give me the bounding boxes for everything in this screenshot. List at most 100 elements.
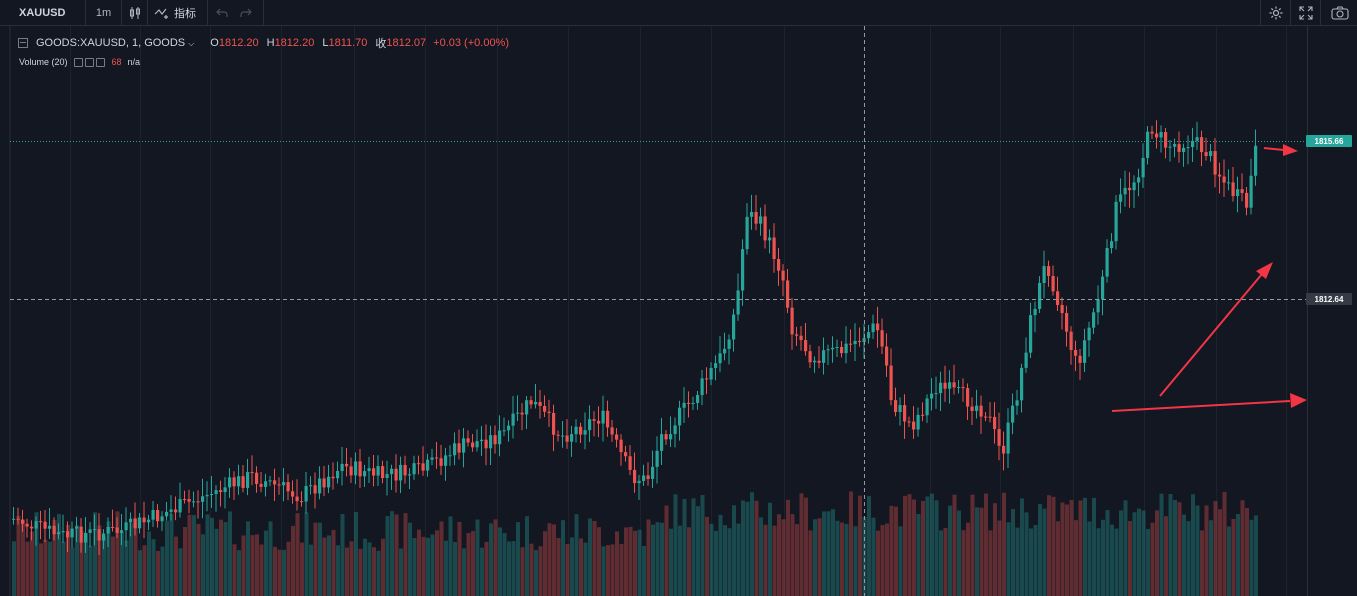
candle-body bbox=[1042, 266, 1046, 283]
candle-body bbox=[669, 434, 673, 440]
candle-body bbox=[88, 529, 92, 533]
undo-icon[interactable] bbox=[216, 8, 228, 18]
candle-body bbox=[322, 478, 326, 488]
candle-body bbox=[313, 485, 317, 494]
candle-body bbox=[543, 405, 547, 412]
candle-body bbox=[1056, 291, 1060, 306]
fullscreen-button[interactable] bbox=[1290, 0, 1321, 26]
settings-icon[interactable] bbox=[84, 57, 94, 67]
candle-body bbox=[1240, 189, 1244, 193]
candle-body bbox=[1231, 182, 1235, 197]
candle-body bbox=[763, 216, 767, 241]
candle-body bbox=[934, 393, 938, 395]
volume-bar bbox=[331, 529, 336, 596]
volume-bar bbox=[1069, 499, 1074, 596]
candle-body bbox=[1173, 144, 1177, 147]
candle-body bbox=[678, 407, 682, 426]
volume-bar bbox=[462, 548, 466, 596]
settings-button[interactable] bbox=[1260, 0, 1291, 26]
high-value: 1812.20 bbox=[274, 37, 315, 49]
candle-body bbox=[1191, 140, 1195, 148]
candle-body bbox=[786, 280, 790, 308]
candle-body bbox=[471, 442, 475, 448]
screenshot-button[interactable] bbox=[1320, 0, 1357, 26]
volume-bar bbox=[660, 522, 664, 596]
candle-body bbox=[1006, 422, 1010, 454]
candle-body bbox=[286, 482, 290, 492]
interval-button[interactable]: 1m bbox=[86, 0, 122, 26]
last-price-tag: 1815.66 bbox=[1306, 135, 1352, 147]
candle-body bbox=[1168, 146, 1172, 148]
candle-body bbox=[750, 211, 754, 217]
volume-bar bbox=[219, 519, 223, 596]
candle-body bbox=[61, 531, 65, 533]
candle-body bbox=[633, 469, 637, 484]
volume-bar bbox=[934, 500, 939, 596]
candle-body bbox=[304, 486, 308, 502]
volume-bar bbox=[1033, 524, 1038, 596]
volume-bar bbox=[1245, 507, 1249, 596]
volume-bar bbox=[826, 511, 831, 596]
volume-bar bbox=[246, 521, 250, 596]
redo-icon[interactable] bbox=[240, 8, 252, 18]
candle-body bbox=[547, 411, 551, 413]
close-icon[interactable] bbox=[95, 57, 105, 67]
volume-bar bbox=[70, 547, 75, 596]
candle-body bbox=[1011, 405, 1015, 423]
candle-body bbox=[646, 475, 650, 479]
candle-body bbox=[111, 526, 115, 528]
volume-bar bbox=[718, 514, 723, 596]
volume-bar bbox=[453, 542, 457, 596]
collapse-legend-button[interactable] bbox=[18, 38, 28, 48]
candle-body bbox=[187, 499, 191, 502]
candle-body bbox=[250, 472, 254, 474]
candle-body bbox=[984, 416, 988, 418]
symbol-search-button[interactable]: XAUUSD bbox=[0, 0, 86, 26]
series-title[interactable]: GOODS:XAUUSD, 1, GOODS ⌵ bbox=[36, 37, 194, 49]
candle-body bbox=[453, 443, 457, 456]
volume-bar bbox=[799, 493, 804, 596]
volume-bar bbox=[52, 520, 57, 596]
visibility-icon[interactable] bbox=[73, 57, 83, 67]
candle-body bbox=[237, 476, 241, 487]
indicators-button[interactable]: 指标 bbox=[148, 0, 208, 26]
candle-body bbox=[115, 527, 119, 533]
candle-body bbox=[957, 387, 961, 389]
volume-value: 68 bbox=[111, 57, 122, 67]
volume-bar bbox=[21, 519, 25, 596]
chart-style-button[interactable] bbox=[122, 0, 148, 26]
candle-body bbox=[268, 480, 272, 482]
candle-body bbox=[1110, 241, 1114, 249]
open-value: 1812.20 bbox=[218, 37, 259, 49]
volume-bar bbox=[250, 535, 255, 596]
volume-bar bbox=[628, 526, 633, 596]
candle-body bbox=[1245, 192, 1249, 208]
candle-body bbox=[727, 339, 731, 349]
volume-bar bbox=[916, 513, 921, 596]
candle-body bbox=[651, 466, 655, 479]
volume-bar bbox=[381, 538, 385, 596]
volume-bar bbox=[241, 535, 246, 596]
volume-bar bbox=[286, 541, 291, 596]
volume-bar bbox=[444, 540, 448, 596]
volume-bar bbox=[471, 531, 475, 596]
candle-body bbox=[849, 343, 853, 345]
price-chart[interactable] bbox=[0, 26, 1357, 596]
volume-bar bbox=[196, 523, 201, 596]
volume-bar bbox=[727, 528, 732, 596]
candle-body bbox=[687, 402, 691, 404]
candle-body bbox=[835, 346, 839, 348]
candle-body bbox=[970, 406, 974, 411]
volume-bar bbox=[169, 513, 174, 596]
candle-body bbox=[736, 290, 740, 315]
volume-bar bbox=[273, 546, 277, 596]
volume-bar bbox=[894, 506, 898, 596]
annotation-arrow-right-lower bbox=[1111, 393, 1307, 412]
candle-body bbox=[691, 402, 695, 404]
volume-bar bbox=[844, 523, 849, 596]
volume-bar bbox=[367, 542, 372, 596]
candle-body bbox=[610, 427, 614, 435]
volume-bar bbox=[808, 530, 813, 596]
volume-bar bbox=[804, 497, 808, 596]
candle-body bbox=[201, 496, 205, 502]
